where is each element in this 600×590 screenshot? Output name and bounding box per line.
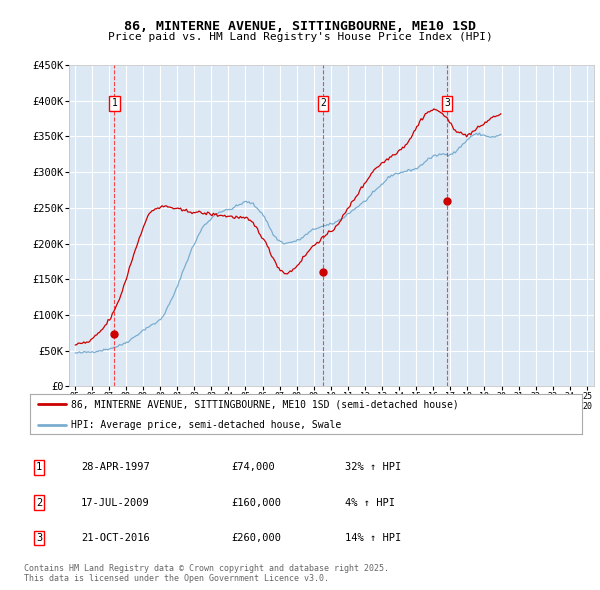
Text: 2: 2 [320, 99, 326, 109]
Text: 3: 3 [444, 99, 450, 109]
Text: £160,000: £160,000 [231, 498, 281, 507]
Text: 17-JUL-2009: 17-JUL-2009 [81, 498, 150, 507]
Text: 86, MINTERNE AVENUE, SITTINGBOURNE, ME10 1SD: 86, MINTERNE AVENUE, SITTINGBOURNE, ME10… [124, 20, 476, 33]
Text: 32% ↑ HPI: 32% ↑ HPI [345, 463, 401, 472]
Text: 86, MINTERNE AVENUE, SITTINGBOURNE, ME10 1SD (semi-detached house): 86, MINTERNE AVENUE, SITTINGBOURNE, ME10… [71, 399, 459, 409]
Text: 21-OCT-2016: 21-OCT-2016 [81, 533, 150, 543]
Text: Contains HM Land Registry data © Crown copyright and database right 2025.
This d: Contains HM Land Registry data © Crown c… [24, 563, 389, 583]
Text: 28-APR-1997: 28-APR-1997 [81, 463, 150, 472]
Text: HPI: Average price, semi-detached house, Swale: HPI: Average price, semi-detached house,… [71, 420, 341, 430]
Text: 2: 2 [36, 498, 42, 507]
Text: £260,000: £260,000 [231, 533, 281, 543]
Text: 3: 3 [36, 533, 42, 543]
Text: 1: 1 [36, 463, 42, 472]
Text: 4% ↑ HPI: 4% ↑ HPI [345, 498, 395, 507]
Text: 1: 1 [112, 99, 117, 109]
Text: Price paid vs. HM Land Registry's House Price Index (HPI): Price paid vs. HM Land Registry's House … [107, 32, 493, 42]
Text: 14% ↑ HPI: 14% ↑ HPI [345, 533, 401, 543]
Text: £74,000: £74,000 [231, 463, 275, 472]
